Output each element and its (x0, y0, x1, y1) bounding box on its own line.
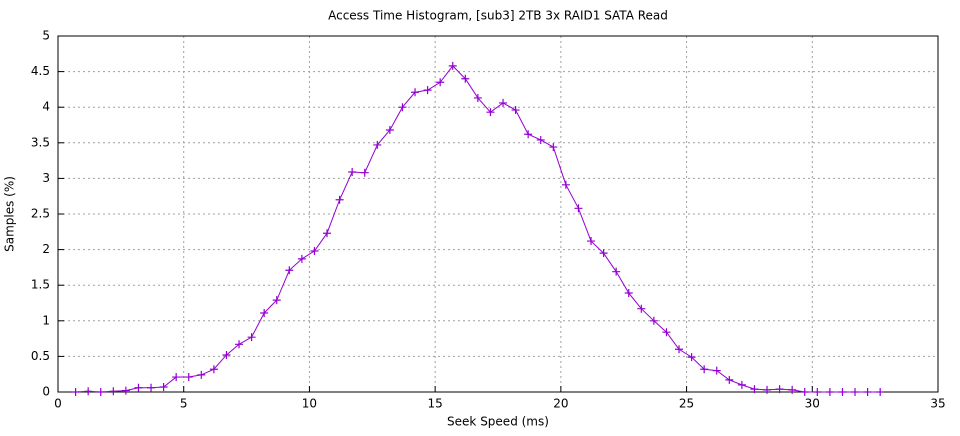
y-tick-label: 1.5 (31, 278, 50, 292)
point-marker (260, 308, 269, 317)
point-marker (285, 266, 294, 275)
point-marker (96, 388, 105, 396)
point-marker (373, 140, 382, 149)
point-marker (737, 380, 746, 389)
point-marker (411, 88, 420, 97)
point-marker (499, 98, 508, 107)
point-marker (335, 195, 344, 204)
point-marker (436, 78, 445, 87)
point-marker (197, 370, 206, 379)
x-tick-label: 35 (930, 397, 945, 411)
point-marker (323, 229, 332, 238)
point-marker (712, 366, 721, 375)
point-marker (599, 249, 608, 258)
point-marker (84, 387, 93, 396)
point-marker (561, 180, 570, 189)
point-marker (423, 86, 432, 95)
y-axis-label: Samples (%) (3, 176, 17, 252)
point-marker (838, 388, 847, 396)
x-tick-label: 0 (54, 397, 62, 411)
point-marker (687, 353, 696, 362)
point-marker (549, 143, 558, 152)
point-marker (486, 108, 495, 117)
point-marker (775, 385, 784, 394)
point-marker (310, 247, 319, 256)
point-marker (788, 385, 797, 394)
point-marker (360, 168, 369, 177)
point-marker (398, 103, 407, 112)
x-tick-label: 25 (679, 397, 694, 411)
y-tick-label: 2.5 (31, 207, 50, 221)
point-marker (235, 340, 244, 349)
point-marker (574, 204, 583, 213)
point-marker (348, 167, 357, 176)
point-marker (511, 106, 520, 115)
point-marker (247, 333, 256, 342)
point-marker (851, 388, 860, 396)
y-tick-label: 4.5 (31, 64, 50, 78)
point-marker (750, 385, 759, 394)
point-marker (385, 125, 394, 134)
x-tick-label: 5 (180, 397, 188, 411)
point-marker (612, 267, 621, 276)
point-marker (71, 388, 80, 396)
x-tick-label: 10 (302, 397, 317, 411)
point-marker (222, 350, 231, 359)
point-marker (725, 375, 734, 384)
point-marker (624, 289, 633, 298)
y-tick-label: 0 (42, 385, 50, 399)
y-tick-label: 0.5 (31, 349, 50, 363)
point-marker (876, 388, 885, 396)
point-marker (675, 345, 684, 354)
y-tick-label: 3 (42, 171, 50, 185)
y-tick-label: 3.5 (31, 135, 50, 149)
plot-frame (57, 35, 939, 393)
point-marker (297, 254, 306, 263)
point-marker (172, 373, 181, 382)
y-tick-label: 2 (42, 242, 50, 256)
point-marker (863, 388, 872, 396)
y-tick-label: 1 (42, 313, 50, 327)
y-tick-label: 5 (42, 29, 50, 43)
x-axis-label: Seek Speed (ms) (447, 415, 549, 429)
point-marker (587, 237, 596, 246)
point-marker (209, 365, 218, 374)
point-marker (272, 296, 281, 305)
point-marker (763, 385, 772, 394)
point-marker (121, 386, 130, 395)
point-marker (662, 328, 671, 337)
x-tick-label: 20 (553, 397, 568, 411)
point-marker (473, 93, 482, 102)
y-tick-label: 4 (42, 100, 50, 114)
point-marker (461, 74, 470, 83)
point-marker (184, 373, 193, 382)
data-line (75, 65, 881, 393)
point-marker (524, 130, 533, 139)
point-marker (813, 388, 822, 396)
point-marker (109, 387, 118, 396)
point-marker (448, 61, 457, 70)
point-marker (147, 383, 156, 392)
point-marker (825, 388, 834, 396)
chart-title: Access Time Histogram, [sub3] 2TB 3x RAI… (328, 9, 668, 23)
point-marker (134, 383, 143, 392)
point-marker (536, 135, 545, 144)
point-marker (649, 316, 658, 325)
point-marker (159, 383, 168, 392)
point-marker (637, 304, 646, 313)
point-marker (700, 365, 709, 374)
x-tick-label: 30 (805, 397, 820, 411)
x-tick-label: 15 (428, 397, 443, 411)
point-marker (800, 388, 809, 396)
